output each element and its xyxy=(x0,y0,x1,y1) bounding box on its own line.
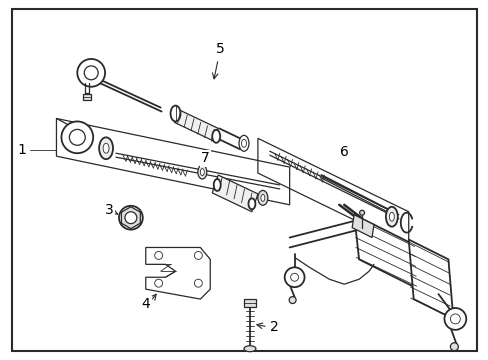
Circle shape xyxy=(84,66,98,80)
Ellipse shape xyxy=(359,210,364,215)
Ellipse shape xyxy=(248,198,255,209)
Ellipse shape xyxy=(200,168,204,176)
Text: 7: 7 xyxy=(201,151,209,165)
Polygon shape xyxy=(174,109,218,141)
Circle shape xyxy=(449,314,459,324)
Ellipse shape xyxy=(385,207,397,227)
Ellipse shape xyxy=(288,297,296,303)
Polygon shape xyxy=(121,207,140,229)
Circle shape xyxy=(194,251,202,260)
Ellipse shape xyxy=(239,135,248,151)
Circle shape xyxy=(154,251,163,260)
Ellipse shape xyxy=(170,105,180,121)
Circle shape xyxy=(154,279,163,287)
Ellipse shape xyxy=(241,139,246,147)
Ellipse shape xyxy=(213,179,220,191)
Polygon shape xyxy=(351,215,373,238)
Ellipse shape xyxy=(257,190,267,205)
Polygon shape xyxy=(408,239,452,319)
Polygon shape xyxy=(353,215,418,289)
Polygon shape xyxy=(145,247,210,299)
Polygon shape xyxy=(83,94,91,100)
Circle shape xyxy=(444,308,466,330)
Circle shape xyxy=(69,129,85,145)
Circle shape xyxy=(284,267,304,287)
Ellipse shape xyxy=(388,212,393,221)
Text: 4: 4 xyxy=(141,297,150,311)
Circle shape xyxy=(61,121,93,153)
Ellipse shape xyxy=(449,343,457,351)
Ellipse shape xyxy=(260,194,264,201)
Text: 6: 6 xyxy=(339,145,348,159)
Text: 3: 3 xyxy=(104,203,113,217)
Polygon shape xyxy=(212,175,257,212)
Circle shape xyxy=(77,59,105,87)
Polygon shape xyxy=(244,299,255,307)
Circle shape xyxy=(194,279,202,287)
Ellipse shape xyxy=(103,143,109,153)
Text: 5: 5 xyxy=(215,42,224,56)
Ellipse shape xyxy=(212,130,220,143)
Ellipse shape xyxy=(198,165,206,179)
Text: 1: 1 xyxy=(17,143,26,157)
Ellipse shape xyxy=(99,137,113,159)
Circle shape xyxy=(119,206,142,230)
Text: 2: 2 xyxy=(270,320,279,334)
Circle shape xyxy=(124,212,137,224)
Circle shape xyxy=(290,273,298,281)
Ellipse shape xyxy=(244,346,255,352)
